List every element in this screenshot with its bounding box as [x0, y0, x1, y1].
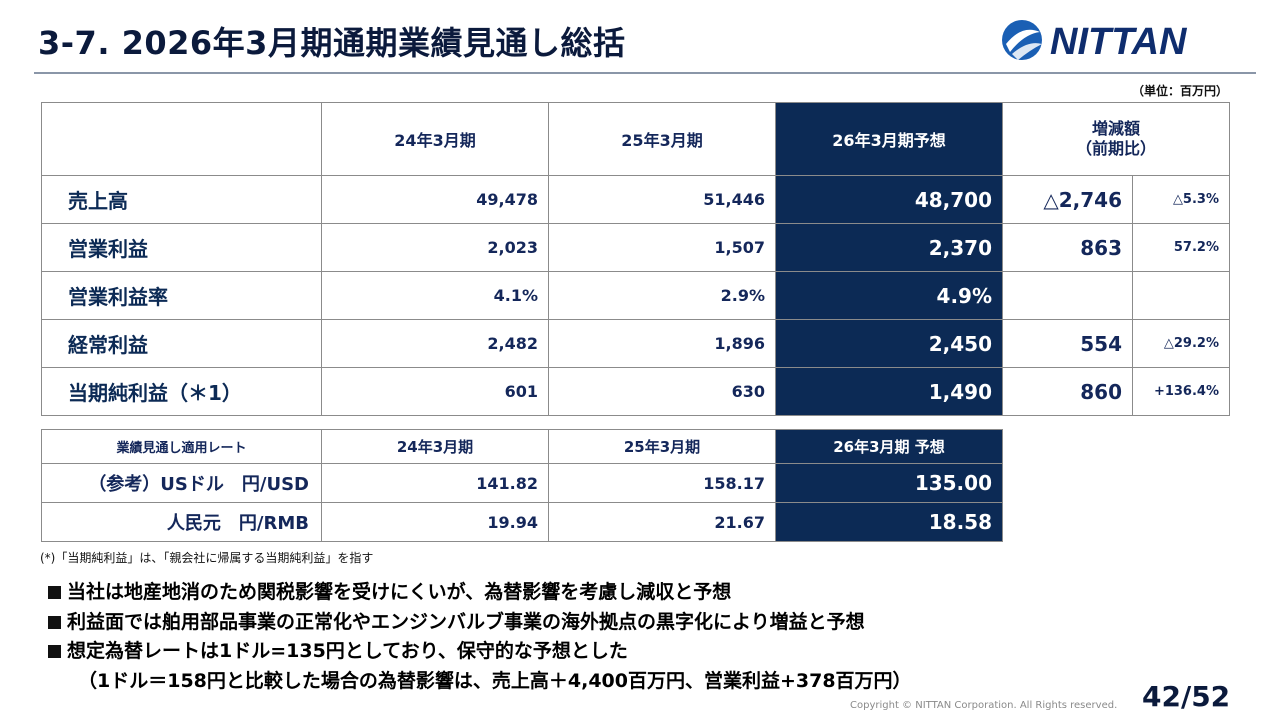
header-rule [34, 72, 1256, 74]
cell-fy24: 601 [321, 367, 549, 416]
cell-fy26: 48,700 [775, 175, 1003, 224]
copyright: Copyright © NITTAN Corporation. All Righ… [850, 700, 1118, 711]
cell-fy24: 4.1% [321, 271, 549, 320]
rate-header-fy25: 25年3月期 [548, 429, 776, 464]
header-change-line1: 増減額 [1091, 119, 1140, 138]
rate-fy24: 141.82 [321, 463, 549, 503]
cell-fy24: 2,482 [321, 319, 549, 368]
cell-fy25: 51,446 [548, 175, 776, 224]
row-label: 売上高 [41, 175, 322, 224]
rate-row: 人民元 円/RMB 19.94 21.67 18.58 [41, 502, 1003, 542]
header-fy25: 25年3月期 [548, 102, 776, 176]
rate-fy24: 19.94 [321, 502, 549, 542]
rate-fy26: 135.00 [775, 463, 1003, 503]
forecast-table: 24年3月期 25年3月期 26年3月期予想 増減額 （前期比） 売上高 49,… [41, 102, 1230, 416]
cell-ratio [1132, 271, 1230, 320]
row-label: 当期純利益（＊1） [41, 367, 322, 416]
rate-header-row: 業績見通し適用レート 24年3月期 25年3月期 26年3月期 予想 [41, 429, 1003, 464]
rate-fy26: 18.58 [775, 502, 1003, 542]
rate-header-fy24: 24年3月期 [321, 429, 549, 464]
cell-ratio: △5.3% [1132, 175, 1230, 224]
rate-label: 人民元 円/RMB [41, 502, 322, 542]
cell-change: △2,746 [1002, 175, 1133, 224]
row-label: 営業利益 [41, 223, 322, 272]
table-row: 売上高 49,478 51,446 48,700 △2,746 △5.3% [41, 175, 1230, 224]
bullet-square-icon [48, 615, 61, 629]
table-row: 営業利益 2,023 1,507 2,370 863 57.2% [41, 223, 1230, 272]
table-row: 営業利益率 4.1% 2.9% 4.9% [41, 271, 1230, 320]
cell-ratio: 57.2% [1132, 223, 1230, 272]
cell-change: 860 [1002, 367, 1133, 416]
header-blank [41, 102, 322, 176]
header-fy24: 24年3月期 [321, 102, 549, 176]
cell-fy26: 1,490 [775, 367, 1003, 416]
header-fy26-forecast: 26年3月期予想 [775, 102, 1003, 176]
header-change: 増減額 （前期比） [1002, 102, 1230, 176]
table-row: 経常利益 2,482 1,896 2,450 554 △29.2% [41, 319, 1230, 368]
row-label: 経常利益 [41, 319, 322, 368]
bullet-item: 利益面では舶用部品事業の正常化やエンジンバルブ事業の海外拠点の黒字化により増益と… [48, 608, 912, 638]
cell-fy25: 1,896 [548, 319, 776, 368]
unit-label: （単位：百万円） [1131, 84, 1228, 98]
table-row: 当期純利益（＊1） 601 630 1,490 860 +136.4% [41, 367, 1230, 416]
rate-header-label: 業績見通し適用レート [41, 429, 322, 464]
header-change-line2: （前期比） [1075, 139, 1156, 158]
bullet-text: 当社は地産地消のため関税影響を受けにくいが、為替影響を考慮し減収と予想 [67, 581, 732, 603]
cell-fy26: 2,370 [775, 223, 1003, 272]
page-number: 42/52 [1142, 680, 1231, 713]
cell-fy26: 4.9% [775, 271, 1003, 320]
cell-fy24: 2,023 [321, 223, 549, 272]
bullet-square-icon [48, 645, 61, 659]
bullet-list: 当社は地産地消のため関税影響を受けにくいが、為替影響を考慮し減収と予想 利益面で… [48, 578, 912, 696]
bullet-text: 利益面では舶用部品事業の正常化やエンジンバルブ事業の海外拠点の黒字化により増益と… [67, 610, 865, 633]
row-label: 営業利益率 [41, 271, 322, 320]
cell-ratio: △29.2% [1132, 319, 1230, 368]
exchange-rate-table: 業績見通し適用レート 24年3月期 25年3月期 26年3月期 予想 （参考）U… [41, 429, 1003, 542]
cell-fy25: 1,507 [548, 223, 776, 272]
cell-fy26: 2,450 [775, 319, 1003, 368]
cell-fy25: 630 [548, 367, 776, 416]
bullet-square-icon [48, 586, 61, 600]
cell-fy24: 49,478 [321, 175, 549, 224]
bullet-item: 想定為替レートは1ドル=135円としており、保守的な予想とした [48, 637, 912, 667]
rate-header-fy26: 26年3月期 予想 [775, 429, 1003, 464]
footnote: (*)「当期純利益」は、「親会社に帰属する当期純利益」を指す [40, 551, 374, 565]
bullet-text: 想定為替レートは1ドル=135円としており、保守的な予想とした [67, 640, 628, 662]
cell-fy25: 2.9% [548, 271, 776, 320]
cell-change [1002, 271, 1133, 320]
bullet-continuation: （1ドル＝158円と比較した場合の為替影響は、売上高＋4,400百万円、営業利益… [78, 669, 912, 692]
table-header-row: 24年3月期 25年3月期 26年3月期予想 増減額 （前期比） [41, 102, 1230, 176]
cell-ratio: +136.4% [1132, 367, 1230, 416]
cell-change: 863 [1002, 223, 1133, 272]
nittan-logo: NITTAN [1002, 20, 1188, 63]
page-title: 3-7. 2026年3月期通期業績見通し総括 [38, 24, 626, 62]
logo-text: NITTAN [1050, 21, 1188, 63]
rate-fy25: 158.17 [548, 463, 776, 503]
rate-fy25: 21.67 [548, 502, 776, 542]
rate-row: （参考）USドル 円/USD 141.82 158.17 135.00 [41, 463, 1003, 503]
bullet-item: 当社は地産地消のため関税影響を受けにくいが、為替影響を考慮し減収と予想 [48, 578, 912, 608]
rate-label: （参考）USドル 円/USD [41, 463, 322, 503]
cell-change: 554 [1002, 319, 1133, 368]
